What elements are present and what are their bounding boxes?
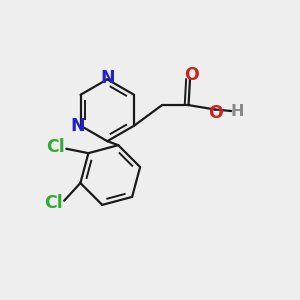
Text: Cl: Cl — [46, 138, 65, 156]
Text: Cl: Cl — [45, 194, 63, 212]
Text: N: N — [100, 69, 115, 87]
Text: H: H — [231, 104, 244, 119]
Text: O: O — [208, 104, 223, 122]
Text: N: N — [71, 117, 86, 135]
Text: O: O — [184, 66, 199, 84]
